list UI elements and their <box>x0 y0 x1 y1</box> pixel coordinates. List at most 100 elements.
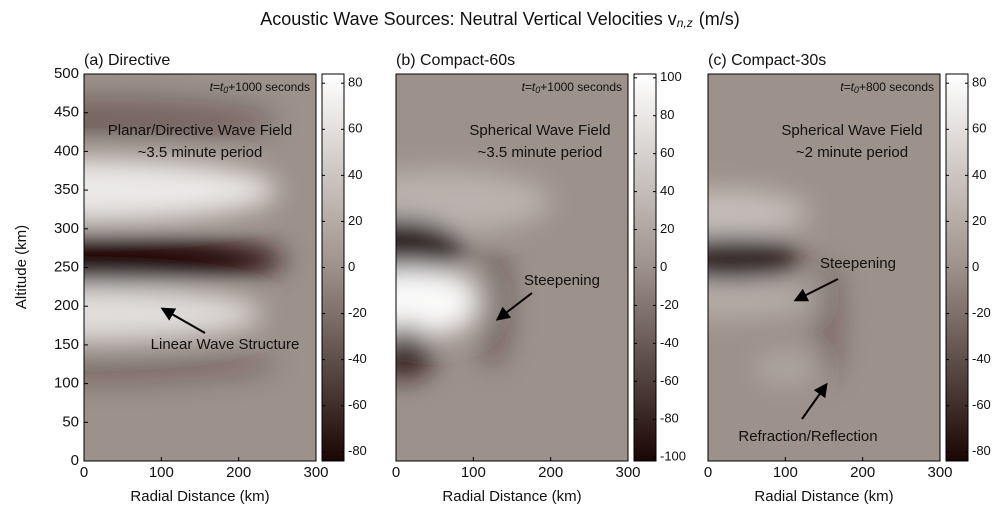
cbar-tick-label: 0 <box>660 259 667 274</box>
x-tick-label: 0 <box>704 464 712 481</box>
annotation: ~3.5 minute period <box>138 144 263 161</box>
arrow <box>160 307 206 334</box>
y-tick-label: 200 <box>54 297 79 314</box>
x-tick-label: 300 <box>615 464 640 481</box>
field-blob <box>473 244 512 369</box>
cbar-tick-label: -20 <box>660 297 679 312</box>
field-blob <box>84 245 193 271</box>
field-blob <box>84 97 278 144</box>
cbar-tick-label: -100 <box>660 449 686 464</box>
heatmap <box>396 74 628 461</box>
cbar-tick-label: -40 <box>660 335 679 350</box>
x-tick-label: 100 <box>773 464 798 481</box>
field-blob <box>396 267 485 338</box>
time-text: t=t <box>522 80 536 94</box>
y-tick-label: 500 <box>54 65 79 82</box>
field-blob <box>708 234 801 282</box>
field-blob <box>84 344 278 384</box>
cbar-tick-label: -80 <box>348 443 367 458</box>
cbar-tick-label: -40 <box>972 351 991 366</box>
y-tick-label: 400 <box>54 142 79 159</box>
title-subscript: n,z <box>677 16 693 30</box>
annotation: ~2 minute period <box>796 144 908 161</box>
panel-title: (c) Compact-30s <box>708 52 826 69</box>
cbar-tick-label: 80 <box>660 107 674 122</box>
x-tick-label: 100 <box>149 464 174 481</box>
x-axis-label: Radial Distance (km) <box>130 488 269 505</box>
x-tick-label: 100 <box>461 464 486 481</box>
annotation: Steepening <box>524 272 600 289</box>
x-tick-label: 0 <box>392 464 400 481</box>
cbar-tick-label: 20 <box>972 213 986 228</box>
cbar-tick-label: -20 <box>972 305 991 320</box>
time-label: t=t0+1000 seconds <box>522 80 622 95</box>
title-units: (m/s) <box>699 9 740 29</box>
x-tick-label: 200 <box>538 464 563 481</box>
annotation: Spherical Wave Field <box>781 122 922 139</box>
cbar-tick-label: 0 <box>348 259 355 274</box>
cbar-tick-label: -80 <box>972 443 991 458</box>
time-label: t=t0+800 seconds <box>840 80 934 95</box>
arrow <box>801 382 828 420</box>
cbar-tick-label: 100 <box>660 69 682 84</box>
cbar-tick-label: -20 <box>348 305 367 320</box>
heatmap <box>84 74 316 461</box>
cbar-tick-label: 60 <box>348 121 362 136</box>
figure-title: Acoustic Wave Sources: Neutral Vertical … <box>260 9 740 30</box>
field-blob <box>396 217 466 280</box>
annotation: Spherical Wave Field <box>469 122 610 139</box>
y-axis-label: Altitude (km) <box>13 225 30 309</box>
arrow <box>495 292 533 321</box>
x-axis-label: Radial Distance (km) <box>442 488 581 505</box>
field-blob <box>708 190 809 237</box>
y-tick-label: 150 <box>54 336 79 353</box>
colorbar <box>945 73 969 462</box>
time-subscript: 0 <box>854 85 859 95</box>
x-tick-label: 200 <box>226 464 251 481</box>
y-tick-label: 250 <box>54 258 79 275</box>
cbar-tick-label: 80 <box>348 75 362 90</box>
plot-frame <box>707 73 941 462</box>
field <box>396 170 551 380</box>
field-blob <box>84 159 278 222</box>
arrow <box>793 278 839 302</box>
x-tick-label: 300 <box>927 464 952 481</box>
cbar-tick-label: -60 <box>972 397 991 412</box>
field <box>708 190 844 384</box>
x-tick-label: 200 <box>850 464 875 481</box>
cbar-tick-label: 40 <box>660 183 674 198</box>
cbar-tick-label: 80 <box>972 75 986 90</box>
cbar-tick-label: 60 <box>972 121 986 136</box>
cbar-tick-label: -80 <box>660 411 679 426</box>
cbar-tick-label: 20 <box>660 221 674 236</box>
cbar-tick-label: 20 <box>348 213 362 228</box>
y-tick-label: 100 <box>54 375 79 392</box>
x-tick-label: 300 <box>303 464 328 481</box>
annotation: Planar/Directive Wave Field <box>108 122 293 139</box>
annotation: Refraction/Reflection <box>738 428 877 445</box>
time-suffix: +1000 seconds <box>540 80 622 94</box>
cbar-tick-label: 40 <box>348 167 362 182</box>
field-blob <box>396 325 435 380</box>
x-tick-label: 0 <box>80 464 88 481</box>
x-axis-label: Radial Distance (km) <box>754 488 893 505</box>
colorbar <box>633 73 657 462</box>
cbar-tick-label: -60 <box>348 397 367 412</box>
y-tick-label: 50 <box>62 413 79 430</box>
y-tick-label: 300 <box>54 220 79 237</box>
cbar-tick-label: 40 <box>972 167 986 182</box>
heatmap <box>708 74 940 461</box>
cbar-tick-label: 0 <box>972 259 979 274</box>
time-text: t=t <box>210 80 224 94</box>
time-subscript: 0 <box>223 85 228 95</box>
time-subscript: 0 <box>535 85 540 95</box>
time-label: t=t0+1000 seconds <box>210 80 310 95</box>
colorbar <box>321 73 345 462</box>
y-tick-label: 450 <box>54 104 79 121</box>
field-blob <box>754 352 817 384</box>
annotation: Linear Wave Structure <box>151 336 300 353</box>
cbar-tick-label: -40 <box>348 351 367 366</box>
field <box>84 97 286 384</box>
annotation: ~3.5 minute period <box>478 144 603 161</box>
